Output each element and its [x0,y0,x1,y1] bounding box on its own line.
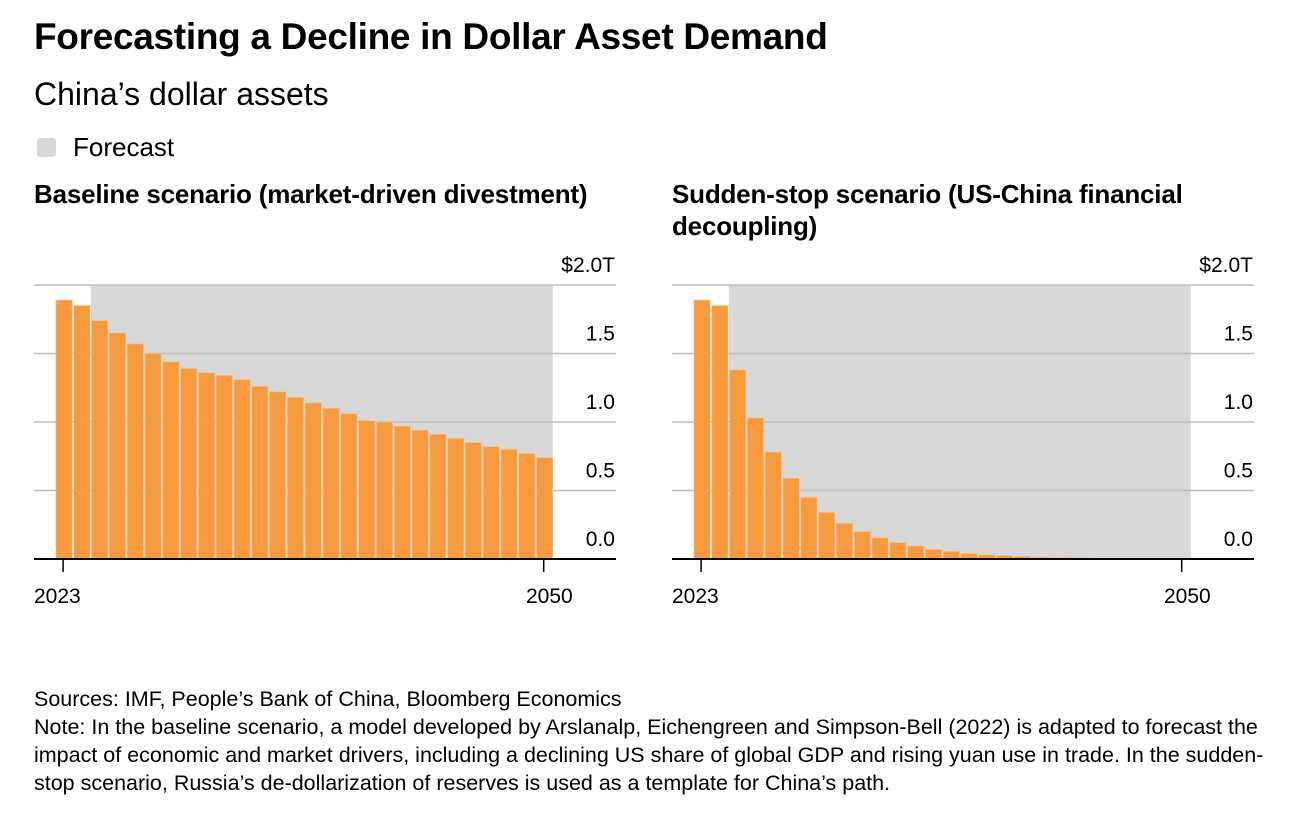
sudden-stop-bar-2034 [889,542,907,560]
sudden-stop-bar-2037 [942,551,960,560]
baseline-bar-2041 [376,421,393,560]
baseline-bar-2044 [429,434,447,560]
baseline-y-tick-label: $2.0T [561,254,615,277]
footer: Sources: IMF, People’s Bank of China, Bl… [34,685,1274,797]
sudden-stop-y-tick-label: 1.5 [1224,323,1253,346]
baseline-bar-2029 [162,361,180,560]
sudden-stop-bar-2031 [836,523,853,560]
baseline-bar-2043 [411,429,429,560]
baseline-bar-2030 [180,368,198,560]
sudden-stop-bar-2023 [693,299,711,560]
baseline-bar-2025 [91,320,109,560]
sudden-stop-chart: 0.0 0.5 1.0 1.5 $2.0T 2023 2050 [672,254,1254,608]
baseline-bar-2046 [465,442,482,560]
baseline-bar-2037 [304,402,322,560]
sudden-stop-bar-2036 [925,549,942,560]
baseline-bar-2035 [269,391,287,560]
legend: Forecast [37,132,174,163]
baseline-bar-2040 [358,420,376,560]
baseline-x-tick-label: 2050 [526,585,573,608]
baseline-bar-2023 [55,299,73,560]
baseline-bar-2031 [198,372,215,560]
baseline-bar-2050 [536,457,554,560]
legend-label-forecast: Forecast [73,132,175,162]
baseline-bar-2033 [233,379,251,560]
baseline-bar-2036 [287,397,304,560]
baseline-bar-2026 [109,332,126,560]
baseline-bar-2038 [322,408,340,560]
chart-subtitle: China’s dollar assets [34,76,329,112]
sudden-stop-x-tick-label: 2023 [672,585,719,608]
sudden-stop-bar-2026 [747,417,764,560]
baseline-bar-2045 [447,438,465,560]
baseline-bar-2032 [215,375,233,560]
note-text: Note: In the baseline scenario, a model … [34,715,1264,795]
baseline-bar-2034 [251,386,269,560]
baseline-bar-2042 [393,425,411,560]
sudden-stop-y-tick-label: 0.0 [1224,528,1253,551]
sudden-stop-bar-2030 [818,512,836,560]
sudden-stop-y-tick-label: $2.0T [1199,254,1253,277]
sudden-stop-bar-2024 [711,305,729,560]
baseline-bar-2027 [126,343,144,560]
sudden-stop-bar-2029 [800,497,818,560]
baseline-chart: 0.0 0.5 1.0 1.5 $2.0T 2023 2050 [34,254,616,608]
baseline-bar-2049 [518,453,536,560]
baseline-y-tick-label: 1.5 [586,323,615,346]
sudden-stop-bar-2025 [729,369,747,560]
baseline-bar-2024 [73,305,91,560]
sources-text: Sources: IMF, People’s Bank of China, Bl… [34,687,622,711]
sudden-stop-bar-2033 [871,537,889,560]
sudden-stop-bar-2028 [782,477,800,560]
sudden-stop-x-tick-label: 2050 [1164,585,1211,608]
panel-title-sudden-stop: Sudden-stop scenario (US-China financial… [672,179,1183,241]
baseline-bar-2047 [482,446,500,560]
sudden-stop-bar-2032 [853,531,871,560]
baseline-x-tick-label: 2023 [34,585,81,608]
sudden-stop-y-tick-label: 1.0 [1224,391,1253,414]
legend-swatch-forecast [37,138,56,157]
panel-title-baseline: Baseline scenario (market-driven divestm… [34,179,588,209]
sudden-stop-bar-2027 [764,451,782,560]
chart-title: Forecasting a Decline in Dollar Asset De… [34,16,828,57]
sudden-stop-bar-2035 [907,545,925,560]
baseline-y-tick-label: 0.0 [586,528,615,551]
baseline-y-tick-label: 1.0 [586,391,615,414]
baseline-y-tick-label: 0.5 [586,460,615,483]
baseline-bar-2048 [500,449,518,560]
sudden-stop-y-tick-label: 0.5 [1224,460,1253,483]
baseline-bar-2028 [144,353,162,560]
baseline-bar-2039 [340,413,358,560]
